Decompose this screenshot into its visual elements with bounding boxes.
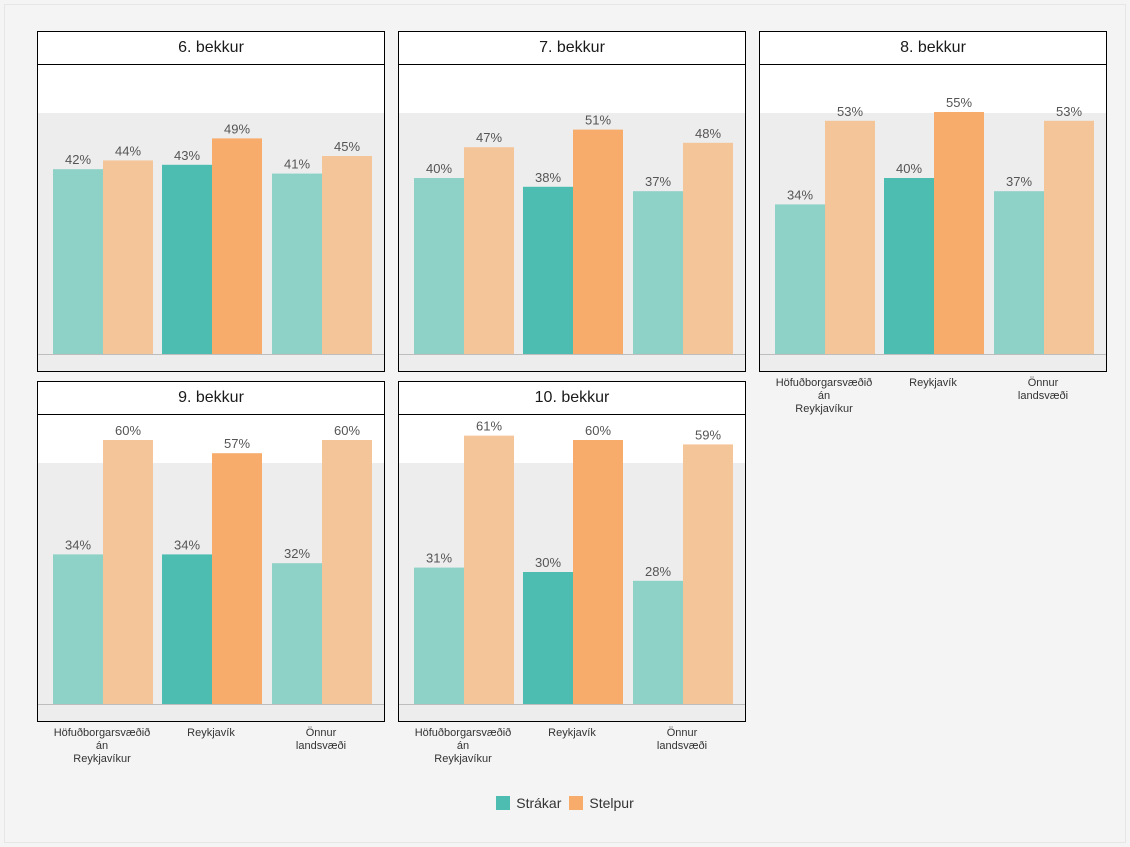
facet-panel: 10. bekkur 31% 61% 30% 60% 28% 59%: [398, 381, 746, 722]
legend-swatch-stelpur: [569, 796, 584, 810]
bar-strakar[interactable]: [633, 580, 683, 704]
bar-value-label: 60%: [334, 423, 360, 438]
x-tick-label: Reykjavík: [548, 727, 596, 739]
bar-stelpur[interactable]: [825, 120, 875, 354]
bar-value-label: 55%: [946, 95, 972, 110]
bar-strakar[interactable]: [162, 554, 212, 704]
x-tick-label: Önnur landsvæði: [1017, 377, 1069, 402]
x-tick-label: Önnur landsvæði: [295, 727, 347, 752]
bar-stelpur[interactable]: [464, 147, 514, 354]
bar-stelpur[interactable]: [464, 435, 514, 704]
bar-strakar[interactable]: [633, 191, 683, 354]
bar-value-label: 38%: [535, 170, 561, 185]
bar-stelpur[interactable]: [103, 160, 153, 354]
bar-value-label: 37%: [645, 174, 671, 189]
bar-value-label: 57%: [224, 436, 250, 451]
bar-stelpur[interactable]: [573, 129, 623, 354]
panel-title: 9. bekkur: [37, 381, 385, 414]
bar-value-label: 34%: [787, 187, 813, 202]
bar-value-label: 42%: [65, 152, 91, 167]
bar-value-label: 47%: [476, 130, 502, 145]
x-tick-label: Önnur landsvæði: [656, 727, 708, 752]
bar-value-label: 48%: [695, 126, 721, 141]
bar-value-label: 49%: [224, 121, 250, 136]
bar-strakar[interactable]: [53, 169, 103, 354]
facet-panel: 8. bekkur 34% 53% 40% 55% 37% 53%: [759, 31, 1107, 372]
bar-chart-svg: 34% 53% 40% 55% 37% 53%: [760, 95, 1106, 371]
bar-value-label: 53%: [837, 104, 863, 119]
bar-value-label: 60%: [115, 423, 141, 438]
x-tick-label: Höfuðborgarsvæðið án Reykjavíkur: [414, 727, 512, 765]
panel-title: 10. bekkur: [398, 381, 746, 414]
panel-title: 8. bekkur: [759, 31, 1107, 64]
bar-chart-svg: 31% 61% 30% 60% 28% 59%: [399, 419, 745, 721]
bar-value-label: 41%: [284, 157, 310, 172]
bar-chart-svg: 40% 47% 38% 51% 37% 48%: [399, 113, 745, 371]
bar-strakar[interactable]: [414, 178, 464, 354]
panel-title: 7. bekkur: [398, 31, 746, 64]
x-tick-label: Reykjavík: [187, 727, 235, 739]
facet-panel: 9. bekkur 34% 60% 34% 57% 32% 60%: [37, 381, 385, 722]
bar-strakar[interactable]: [994, 191, 1044, 354]
legend-item-stelpur[interactable]: Stelpur: [569, 795, 634, 811]
facet-panel: 7. bekkur 40% 47% 38% 51% 37% 48%: [398, 31, 746, 372]
bar-stelpur[interactable]: [683, 142, 733, 354]
x-tick-label: Höfuðborgarsvæðið án Reykjavíkur: [53, 727, 151, 765]
bar-stelpur[interactable]: [1044, 120, 1094, 354]
bar-stelpur[interactable]: [934, 112, 984, 354]
legend-label-stelpur: Stelpur: [589, 795, 634, 811]
bar-value-label: 40%: [896, 161, 922, 176]
bar-value-label: 30%: [535, 555, 561, 570]
bar-chart-svg: 42% 44% 43% 49% 41% 45%: [38, 113, 384, 371]
bar-stelpur[interactable]: [322, 156, 372, 354]
legend-label-strakar: Strákar: [516, 795, 562, 811]
legend-swatch-strakar: [496, 796, 511, 810]
bar-strakar[interactable]: [775, 204, 825, 354]
bar-stelpur[interactable]: [103, 440, 153, 704]
bar-value-label: 51%: [585, 113, 611, 128]
bar-stelpur[interactable]: [322, 440, 372, 704]
bar-value-label: 59%: [695, 427, 721, 442]
bar-value-label: 34%: [174, 537, 200, 552]
bar-value-label: 53%: [1056, 104, 1082, 119]
bar-stelpur[interactable]: [212, 138, 262, 354]
bar-stelpur[interactable]: [212, 453, 262, 704]
bar-stelpur[interactable]: [573, 440, 623, 704]
bar-strakar[interactable]: [162, 164, 212, 354]
bar-strakar[interactable]: [272, 173, 322, 354]
bar-strakar[interactable]: [523, 186, 573, 354]
bar-value-label: 60%: [585, 423, 611, 438]
bar-value-label: 28%: [645, 564, 671, 579]
bar-value-label: 32%: [284, 546, 310, 561]
bar-chart-svg: 34% 60% 34% 57% 32% 60%: [38, 423, 384, 721]
legend-item-strakar[interactable]: Strákar: [496, 795, 561, 811]
panel-title: 6. bekkur: [37, 31, 385, 64]
bar-value-label: 37%: [1006, 174, 1032, 189]
bar-strakar[interactable]: [414, 567, 464, 704]
chart-frame: [4, 4, 1126, 843]
bar-value-label: 31%: [426, 551, 452, 566]
bar-strakar[interactable]: [272, 563, 322, 704]
bar-strakar[interactable]: [53, 554, 103, 704]
bar-value-label: 61%: [476, 419, 502, 434]
bar-stelpur[interactable]: [683, 444, 733, 704]
x-tick-label: Höfuðborgarsvæðið án Reykjavíkur: [775, 377, 873, 415]
legend: Strákar Stelpur: [0, 795, 1130, 811]
bar-value-label: 45%: [334, 139, 360, 154]
bar-value-label: 40%: [426, 161, 452, 176]
bar-strakar[interactable]: [523, 572, 573, 704]
facet-panel: 6. bekkur 42% 44% 43% 49% 41% 45%: [37, 31, 385, 372]
bar-value-label: 34%: [65, 537, 91, 552]
x-tick-label: Reykjavík: [909, 377, 957, 389]
bar-strakar[interactable]: [884, 178, 934, 354]
bar-value-label: 43%: [174, 148, 200, 163]
bar-value-label: 44%: [115, 143, 141, 158]
